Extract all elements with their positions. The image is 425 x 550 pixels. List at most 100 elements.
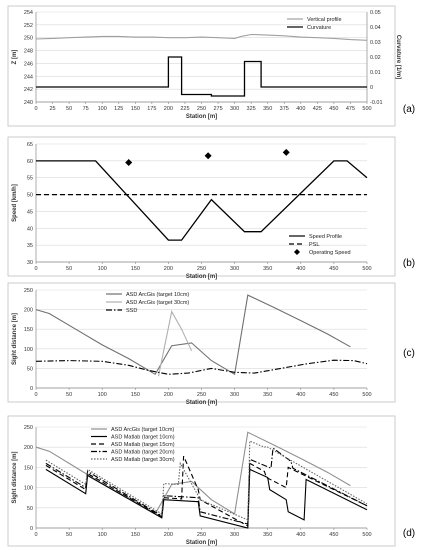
- y-tick-label: 150: [24, 327, 33, 333]
- y-tick-label: 35: [27, 243, 33, 249]
- legend-entry: Operating Speed: [309, 250, 351, 256]
- legend-entry: PSL: [309, 242, 319, 248]
- x-tick-label: 375: [280, 106, 289, 112]
- y-tick-label: 240: [24, 100, 33, 106]
- x-tick-label: 50: [66, 266, 72, 272]
- y-tick-label: 60: [27, 159, 33, 165]
- series-line: [35, 359, 368, 375]
- y2-tick-label: 0.01: [370, 70, 381, 76]
- x-tick-label: 250: [197, 392, 206, 398]
- legend-entry: ASD Matlab (target 20cm): [111, 450, 175, 456]
- series-marker: [125, 159, 133, 167]
- x-tick-label: 400: [296, 266, 305, 272]
- x-tick-label: 100: [98, 106, 107, 112]
- x-tick-label: 75: [83, 106, 89, 112]
- x-tick-label: 400: [296, 106, 305, 112]
- x-axis-label: Station [m]: [186, 114, 217, 120]
- y2-tick-label: 0.02: [370, 55, 381, 61]
- panel-frame: [7, 282, 396, 403]
- y-tick-label: 100: [24, 486, 33, 492]
- y-tick-label: 200: [24, 308, 33, 314]
- legend-entry: ASD ArcGis (target 30cm): [126, 300, 189, 306]
- panel-3: 0 50 100 150 200 250 0 50 100 150 200 250 300 350 400 4…: [7, 282, 415, 406]
- x-tick-label: 100: [98, 266, 107, 272]
- y-tick-label: 50: [27, 506, 33, 512]
- x-tick-label: 300: [230, 532, 239, 538]
- x-tick-label: 350: [263, 266, 272, 272]
- x-tick-label: 250: [197, 106, 206, 112]
- y-tick-label: 246: [24, 61, 33, 67]
- series-line: [36, 160, 368, 241]
- y-tick-label: 254: [24, 10, 33, 16]
- x-tick-label: 350: [263, 532, 272, 538]
- series-line: [35, 33, 368, 41]
- y-tick-label: 65: [27, 142, 33, 148]
- x-tick-label: 200: [164, 392, 173, 398]
- x-tick-label: 400: [296, 532, 305, 538]
- y-tick-label: 40: [27, 226, 33, 232]
- x-tick-label: 450: [329, 106, 338, 112]
- y-tick-label: 100: [24, 347, 33, 353]
- x-tick-label: 325: [247, 106, 256, 112]
- panel-1: 240 242 244 246 248 250 252 254 0 25 50 75 100 125 150…: [7, 5, 415, 127]
- x-tick-label: 300: [230, 266, 239, 272]
- x-tick-label: 300: [230, 392, 239, 398]
- legend-entry: SSD: [126, 308, 137, 314]
- y2-tick-label: 0.03: [370, 40, 381, 46]
- series-line: [45, 455, 368, 527]
- panel-frame: [7, 5, 396, 127]
- y-tick-label: 0: [30, 526, 33, 532]
- y-axis-label: Z [m]: [12, 50, 18, 65]
- panel-label: (a): [403, 104, 415, 115]
- panel-4: 0 50 100 150 200 250 0 50 100 150 200 250 300 350 400 4…: [7, 415, 415, 547]
- y2-tick-label: 0.04: [370, 25, 381, 31]
- x-tick-label: 0: [34, 532, 37, 538]
- panel-label: (d): [403, 528, 415, 539]
- x-tick-label: 350: [263, 392, 272, 398]
- x-tick-label: 500: [362, 266, 371, 272]
- x-tick-label: 275: [213, 106, 222, 112]
- series-line: [36, 56, 367, 97]
- y-axis-label: Sight distance [m]: [12, 451, 18, 503]
- x-tick-label: 50: [66, 392, 72, 398]
- x-tick-label: 425: [313, 106, 322, 112]
- x-tick-label: 175: [147, 106, 156, 112]
- x-tick-label: 350: [263, 106, 272, 112]
- series-line: [45, 440, 368, 521]
- x-tick-label: 250: [197, 266, 206, 272]
- y2-tick-label: -0.01: [370, 100, 383, 106]
- series-marker: [282, 148, 290, 156]
- x-tick-label: 450: [329, 266, 338, 272]
- panel-label: (b): [403, 258, 415, 269]
- y-tick-label: 252: [24, 23, 33, 29]
- x-axis-label: Station [m]: [186, 400, 217, 406]
- x-tick-label: 0: [34, 266, 37, 272]
- legend-entry: ASD ArcGis (target 10cm): [111, 427, 174, 433]
- legend-marker: [294, 249, 300, 255]
- x-tick-label: 450: [329, 392, 338, 398]
- x-tick-label: 475: [346, 106, 355, 112]
- x-tick-label: 50: [66, 106, 72, 112]
- x-tick-label: 450: [329, 532, 338, 538]
- x-tick-label: 200: [164, 266, 173, 272]
- series-line: [35, 431, 351, 515]
- x-tick-label: 25: [49, 106, 55, 112]
- x-tick-label: 225: [180, 106, 189, 112]
- legend-entry: Curvature: [307, 25, 331, 31]
- x-axis-label: Station [m]: [186, 274, 217, 280]
- y-tick-label: 50: [27, 193, 33, 199]
- y-tick-label: 30: [27, 260, 33, 266]
- legend-entry: Vertical profile: [307, 17, 342, 23]
- x-tick-label: 250: [197, 532, 206, 538]
- y-tick-label: 0: [30, 386, 33, 392]
- legend-entry: ASD Matlab (target 30cm): [111, 457, 175, 463]
- y-tick-label: 244: [24, 74, 33, 80]
- x-tick-label: 125: [114, 106, 123, 112]
- x-tick-label: 150: [131, 266, 140, 272]
- y-tick-label: 250: [24, 288, 33, 294]
- y-tick-label: 45: [27, 209, 33, 215]
- y2-tick-label: 0.05: [370, 10, 381, 16]
- legend-entry: ASD Matlab (target 10cm): [111, 435, 175, 441]
- panel-label: (c): [403, 348, 415, 359]
